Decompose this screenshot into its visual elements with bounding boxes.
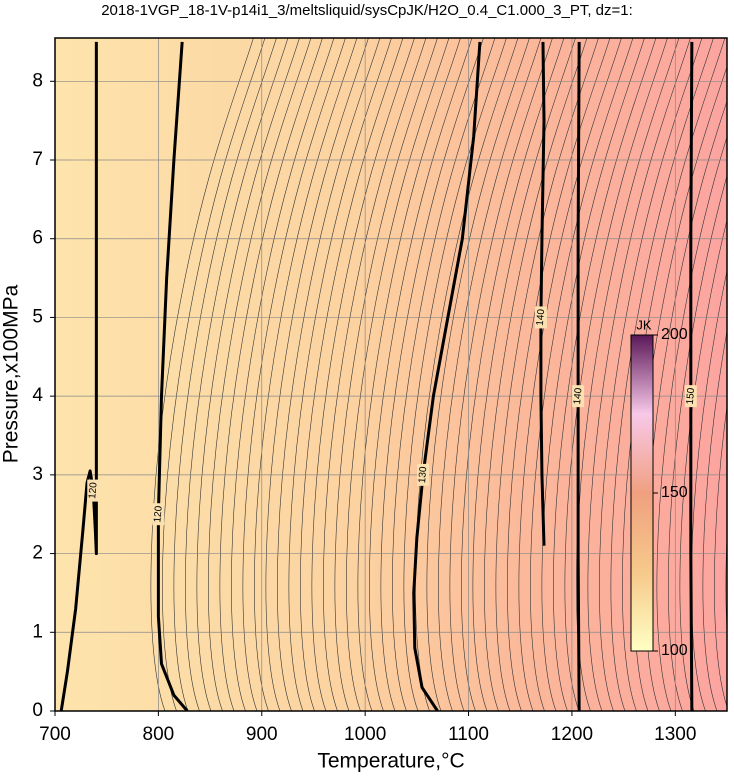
x-tick-label: 1200 [551,724,593,745]
contour-label: 130 [417,466,429,484]
contour-label: 140 [535,308,547,326]
minor-contour [208,38,312,711]
y-tick-label: 4 [32,385,43,406]
minor-contour [668,174,727,711]
minor-contour [484,38,588,711]
minor-contour [541,38,645,711]
chart-title: 2018-1VGP_18-1V-p14i1_3/meltsliquid/sysC… [101,2,633,19]
minor-contours [150,38,727,711]
minor-contour [346,38,450,711]
y-tick-label: 7 [32,149,43,170]
minor-contour [288,38,392,711]
x-axis-title: Temperature,°C [317,750,464,773]
minor-contour [530,38,634,711]
minor-contour [415,38,519,711]
minor-contour [277,38,381,711]
colorbar-tick-label: 100 [661,642,688,659]
minor-contour [300,38,404,711]
minor-contour [357,38,461,711]
x-tick-label: 1100 [448,724,489,745]
minor-contour [564,38,668,711]
minor-contour [587,38,691,711]
minor-contour [495,38,599,711]
y-tick-label: 3 [32,464,43,485]
y-tick-label: 1 [32,621,43,642]
minor-contour [438,38,542,711]
contour-label-bg [572,385,585,408]
plot-background [55,38,727,711]
minor-contour [622,38,726,711]
contour-label: 120 [87,481,99,499]
contour-label-bg [417,463,430,486]
plot-frame [54,37,728,712]
y-tick-label: 2 [32,543,43,564]
minor-contour [472,38,576,711]
minor-contour [656,135,727,711]
x-tick-label: 1000 [344,724,386,745]
minor-contour [714,404,727,708]
minor-contour [369,38,473,711]
minor-contour [392,38,496,711]
minor-contour [679,218,727,711]
minor-contour [507,38,611,711]
minor-contour [311,38,415,711]
contour-line [689,41,694,711]
contour-label-bg [534,306,547,329]
y-tick-label: 6 [32,228,43,249]
minor-contour [231,38,335,711]
minor-contour [599,38,703,711]
y-tick-label: 8 [32,70,43,91]
minor-contour [185,38,289,711]
contour-label: 120 [152,505,164,523]
minor-contour [242,38,346,711]
minor-contour [150,38,254,711]
contour-label-bg [152,503,165,526]
colorbar [630,334,654,652]
minor-contour [219,38,323,711]
y-tick-label: 5 [32,306,43,327]
contour-line [576,41,581,711]
minor-contour [162,38,266,711]
x-tick-label: 700 [39,724,71,745]
colorbar-tick-label: 150 [661,484,688,501]
y-axis-title: Pressure,x100MPa [0,284,23,463]
contour-label-bg [684,385,697,408]
minor-contour [265,38,369,711]
minor-contour [380,38,484,711]
x-tick-label: 800 [143,724,175,745]
x-tick-label: 1300 [654,724,696,745]
minor-contour [449,38,553,711]
minor-contour [461,38,565,711]
contour-label: 140 [572,387,584,405]
minor-contour [173,38,277,711]
colorbar-tick-label: 200 [661,326,688,343]
minor-contour [334,38,438,711]
minor-contour [403,38,507,711]
x-tick-label: 900 [246,724,278,745]
minor-contour [196,38,300,711]
minor-contour [426,38,530,711]
y-tick-label: 0 [32,700,43,721]
contour-label-bg [87,479,100,502]
colorbar-label: JK [636,317,652,332]
minor-contour [254,38,358,711]
minor-contour [518,38,622,711]
minor-contour [323,38,427,711]
contour-label: 150 [685,387,697,405]
